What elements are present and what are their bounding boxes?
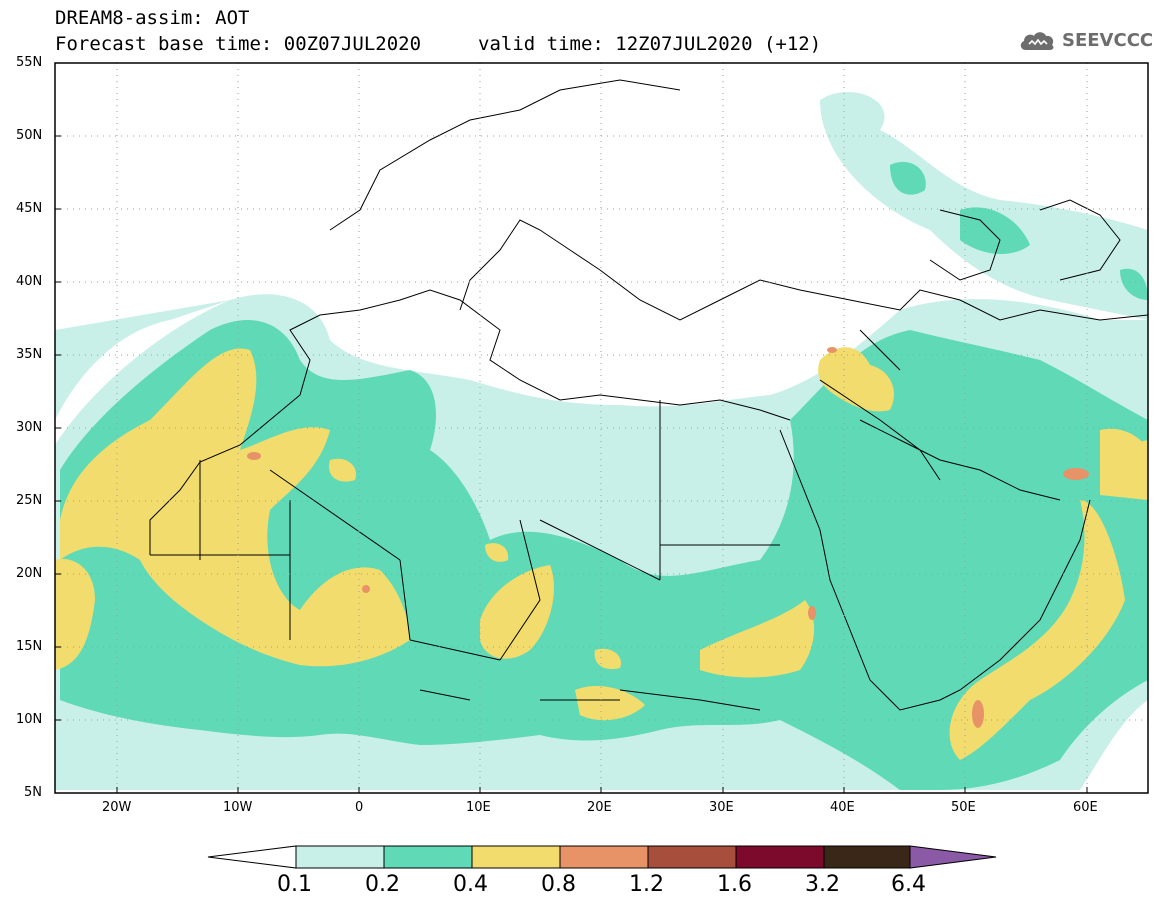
lat-label: 45N [16, 201, 43, 216]
lat-label: 25N [16, 493, 43, 508]
colorbar-label: 0.2 [365, 872, 400, 897]
colorbar-label: 0.1 [277, 872, 312, 897]
tick-marks [55, 62, 1088, 794]
colorbar-under-triangle [207, 845, 297, 869]
colorbar-label: 3.2 [805, 872, 840, 897]
graticule [55, 63, 1148, 793]
lat-label: 20N [16, 566, 43, 581]
valid-time: valid time: 12Z07JUL2020 (+12) [478, 33, 822, 55]
lat-label: 15N [16, 639, 43, 654]
colorbar-swatch-7 [823, 845, 911, 869]
aot-contour-level-4 [247, 347, 1089, 728]
colorbar-swatch-6 [735, 845, 825, 869]
colorbar-over-triangle [909, 845, 997, 869]
map-title: DREAM8-assim: AOT [55, 7, 250, 29]
lat-label: 35N [16, 347, 43, 362]
lat-label: 30N [16, 420, 43, 435]
logo-text: SEEVCCC [1062, 30, 1154, 51]
lon-label: 20E [587, 800, 612, 815]
colorbar-label: 0.4 [453, 872, 488, 897]
coastlines-borders [149, 79, 1148, 711]
lat-label: 50N [16, 128, 43, 143]
lon-label: 60E [1073, 800, 1098, 815]
colorbar-swatch-2 [383, 845, 473, 869]
forecast-base-time: Forecast base time: 00Z07JUL2020 [55, 33, 422, 55]
lat-label: 40N [16, 274, 43, 289]
lat-label: 10N [16, 712, 43, 727]
colorbar [207, 845, 997, 869]
aot-contour-level-3 [55, 347, 1148, 760]
cloud-icon [1020, 32, 1054, 50]
aot-contour-level-2 [60, 161, 1148, 790]
lon-label: 10W [223, 800, 253, 815]
colorbar-label: 1.2 [629, 872, 664, 897]
colorbar-label: 6.4 [891, 872, 926, 897]
lat-label: 55N [16, 55, 43, 70]
colorbar-swatch-3 [471, 845, 561, 869]
lon-label: 50E [951, 800, 976, 815]
lat-label: 5N [24, 785, 42, 800]
colorbar-swatch-1 [295, 845, 385, 869]
lon-label: 20W [102, 800, 132, 815]
lon-label: 30E [709, 800, 734, 815]
lon-label: 10E [466, 800, 491, 815]
colorbar-label: 1.6 [717, 872, 752, 897]
colorbar-swatch-4 [559, 845, 649, 869]
lon-label: 0 [355, 800, 364, 815]
colorbar-swatch-5 [647, 845, 737, 869]
colorbar-label: 0.8 [541, 872, 576, 897]
lon-label: 40E [830, 800, 855, 815]
